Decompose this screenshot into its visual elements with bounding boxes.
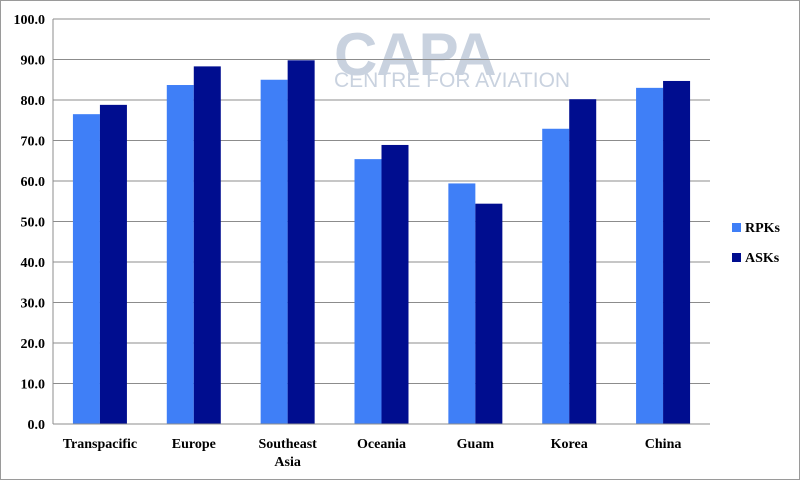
- x-category-label: Europe: [172, 437, 216, 452]
- bar-rpks-transpacific: [72, 114, 100, 425]
- x-category-label: Southeast Asia: [258, 437, 317, 470]
- legend-label-asks: ASKs: [745, 251, 780, 266]
- bar-rpks-oceania: [354, 159, 382, 424]
- y-tick-label: 40.0: [21, 256, 46, 271]
- y-tick-label: 90.0: [21, 54, 46, 69]
- y-tick-label: 80.0: [21, 94, 46, 109]
- bar-asks-korea: [569, 99, 597, 424]
- bar-rpks-southeast-asia: [260, 79, 288, 424]
- legend-swatch-asks: [732, 253, 741, 262]
- y-tick-label: 30.0: [21, 297, 46, 312]
- bar-asks-transpacific: [99, 104, 127, 425]
- watermark-tagline: CENTRE FOR AVIATION: [334, 69, 570, 92]
- y-tick-label: 10.0: [21, 378, 46, 393]
- x-category-label: Transpacific: [63, 437, 137, 452]
- bar-rpks-europe: [166, 85, 194, 424]
- x-axis-categories: Transpacific Europe Southeast Asia Oceania Gu…: [63, 437, 682, 470]
- bar-asks-oceania: [381, 144, 409, 424]
- bar-asks-guam: [475, 203, 503, 424]
- x-category-label-line: Transpacific: [63, 437, 137, 452]
- bar-rpks-china: [636, 87, 664, 424]
- capa-watermark: CAPA CENTRE FOR AVIATION: [334, 21, 570, 92]
- bar-rpks-guam: [448, 183, 476, 424]
- x-category-label: China: [645, 437, 682, 452]
- y-tick-label: 20.0: [21, 337, 46, 352]
- legend-label-rpks: RPKs: [745, 221, 781, 236]
- watermark-name: CAPA: [334, 21, 496, 88]
- legend-swatch-rpks: [732, 223, 741, 232]
- x-category-label-line: Oceania: [357, 437, 406, 452]
- x-category-label-line: Guam: [457, 437, 495, 452]
- bar-rpks-korea: [542, 128, 570, 424]
- axes: [52, 19, 710, 425]
- x-category-label-line: Asia: [274, 455, 300, 470]
- y-tick-label: 0.0: [28, 418, 46, 433]
- y-tick-label: 50.0: [21, 216, 46, 231]
- bar-asks-china: [663, 80, 691, 424]
- y-tick-label: 100.0: [14, 13, 46, 28]
- x-category-label: Korea: [551, 437, 588, 452]
- bar-series: [72, 60, 691, 425]
- bar-asks-southeast-asia: [287, 60, 315, 425]
- legend: RPKs ASKs: [732, 221, 781, 266]
- x-category-label: Guam: [457, 437, 495, 452]
- x-category-label-line: China: [645, 437, 682, 452]
- y-axis-ticks: 0.0 10.0 20.0 30.0 40.0 50.0 60.0 70.0 80.0 90.0 1…: [14, 13, 46, 433]
- x-category-label-line: Europe: [172, 437, 216, 452]
- x-category-label-line: Korea: [551, 437, 588, 452]
- x-category-label: Oceania: [357, 437, 406, 452]
- bar-asks-europe: [193, 66, 221, 424]
- y-tick-label: 70.0: [21, 135, 46, 150]
- x-category-label-line: Southeast: [258, 437, 317, 452]
- y-tick-label: 60.0: [21, 175, 46, 190]
